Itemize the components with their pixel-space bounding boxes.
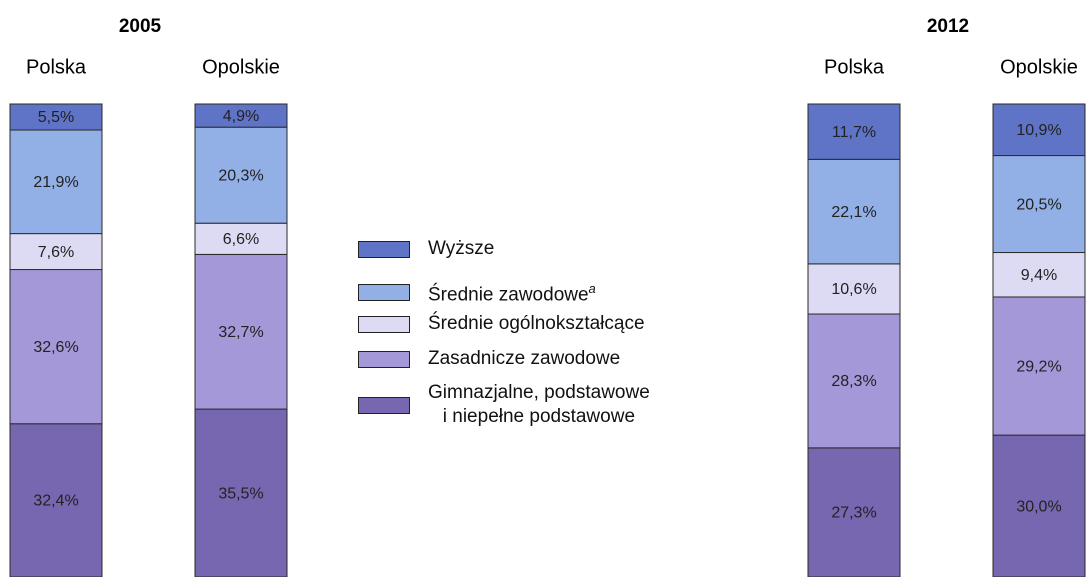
value-label: 30,0% [1016,498,1061,515]
bar-segment [9,423,103,577]
bar-segment [194,103,288,128]
legend-item: Zasadnicze zawodowe [358,347,620,371]
value-label: 32,7% [218,324,263,341]
value-label: 29,2% [1016,358,1061,375]
legend-swatch [358,283,410,301]
category-label: Opolskie [1000,56,1078,78]
legend-label: Wyższe [428,237,494,261]
legend-label: Zasadnicze zawodowe [428,347,620,371]
legend-swatch [358,240,410,258]
bar-segment [992,155,1086,254]
bar-segment [992,252,1086,298]
legend-swatch [358,350,410,368]
value-label: 22,1% [831,204,876,221]
category-label: Polska [26,56,87,78]
bar-segment [9,233,103,271]
legend-text: Wyższe [428,238,495,259]
value-label: 4,9% [223,108,259,125]
bar-segment [9,129,103,235]
value-label: 32,4% [33,493,78,510]
value-label: 7,6% [38,244,74,261]
value-label: 10,9% [1016,122,1061,139]
value-label: 10,6% [831,281,876,298]
legend-label: Średnie ogólnokształcące [428,312,645,336]
bar-segment [992,296,1086,436]
bar-segment [992,103,1086,157]
value-label: 28,3% [831,373,876,390]
legend-swatch [358,396,410,414]
legend-text: Średnie ogólnokształcące [428,313,645,334]
legend-item: Średnie zawodowea [358,277,596,307]
bar-segment [807,263,901,315]
legend-text: Gimnazjalne, podstawowe i niepełne podst… [428,382,650,427]
legend-text: Zasadnicze zawodowe [428,348,621,369]
group-title: 2012 [927,16,969,37]
legend-item: Wyższe [358,237,494,261]
legend-text: Średnie zawodowe [428,284,589,306]
value-label: 11,7% [832,124,876,141]
legend-note: a [588,281,596,296]
value-label: 5,5% [38,109,74,126]
bar-segment [194,222,288,255]
value-label: 27,3% [831,505,876,522]
value-label: 9,4% [1021,267,1057,284]
bar-segment [9,269,103,425]
legend-label: Gimnazjalne, podstawowe i niepełne podst… [428,381,650,429]
value-label: 32,6% [33,339,78,356]
bar-segment [807,158,901,265]
bar-segment [992,434,1086,577]
value-label: 20,5% [1016,196,1061,213]
legend-item: Gimnazjalne, podstawowe i niepełne podst… [358,381,650,429]
legend-item: Średnie ogólnokształcące [358,312,645,336]
bar-segment [194,126,288,224]
bar-segment [807,313,901,449]
category-label: Polska [824,56,885,78]
value-label: 21,9% [33,174,78,191]
bar-segment [9,103,103,131]
group-title: 2005 [119,16,162,37]
value-label: 20,3% [218,167,263,184]
legend-label: Średnie zawodowea [428,277,596,307]
value-label: 6,6% [223,231,259,248]
bar-segment [807,447,901,577]
bar-segment [807,103,901,160]
category-label: Opolskie [202,56,280,78]
legend-swatch [358,315,410,333]
value-label: 35,5% [218,485,263,502]
